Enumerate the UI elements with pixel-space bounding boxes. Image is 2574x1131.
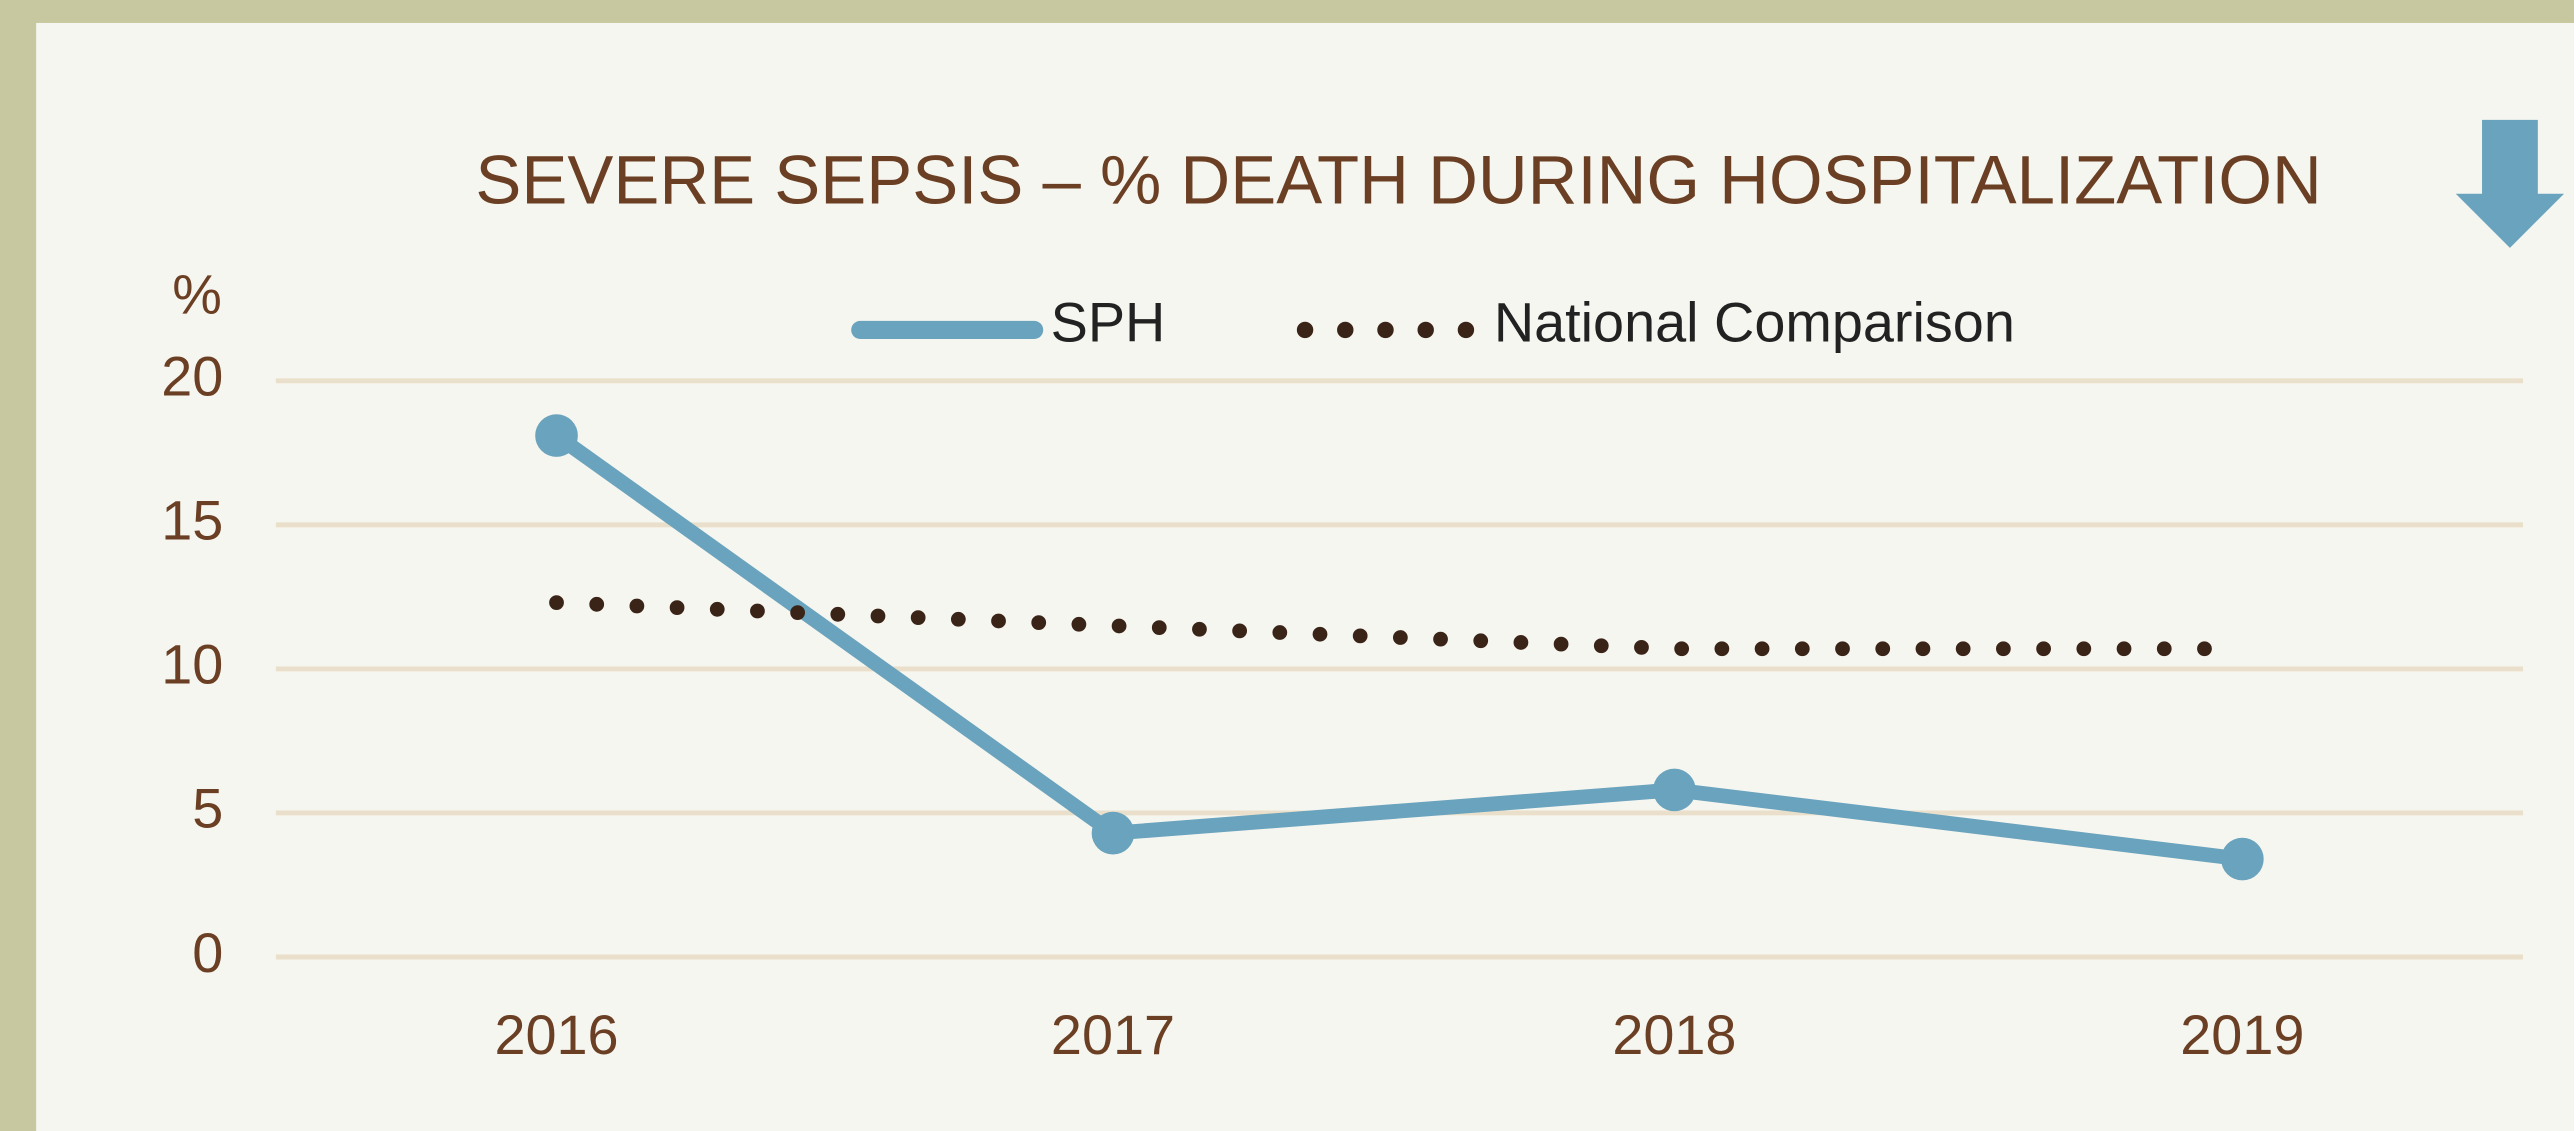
y-tick-label: 15 — [161, 489, 223, 552]
x-tick-label: 2017 — [1051, 1003, 1175, 1066]
y-tick-label: 10 — [161, 633, 223, 696]
point-marker — [1653, 768, 1696, 812]
x-tick-label: 2016 — [494, 1003, 618, 1066]
point-marker — [535, 414, 578, 457]
panel — [36, 22, 2574, 1131]
point-marker — [1091, 811, 1135, 855]
legend-label: National Comparison — [1494, 290, 2015, 353]
x-tick-label: 2019 — [2180, 1003, 2304, 1066]
y-axis-label: % — [172, 263, 222, 326]
point-marker — [2221, 837, 2264, 881]
down-arrow-icon — [2455, 119, 2565, 248]
y-tick-label: 5 — [192, 777, 223, 840]
chart-title: SEVERE SEPSIS – % DEATH DURING HOSPITALI… — [475, 142, 2321, 219]
legend-label: SPH — [1051, 290, 1166, 353]
series-line — [552, 429, 2244, 867]
x-tick-label: 2018 — [1612, 1003, 1736, 1066]
y-tick-label: 20 — [161, 345, 223, 408]
y-tick-label: 0 — [192, 921, 223, 984]
series-line — [549, 595, 2250, 657]
